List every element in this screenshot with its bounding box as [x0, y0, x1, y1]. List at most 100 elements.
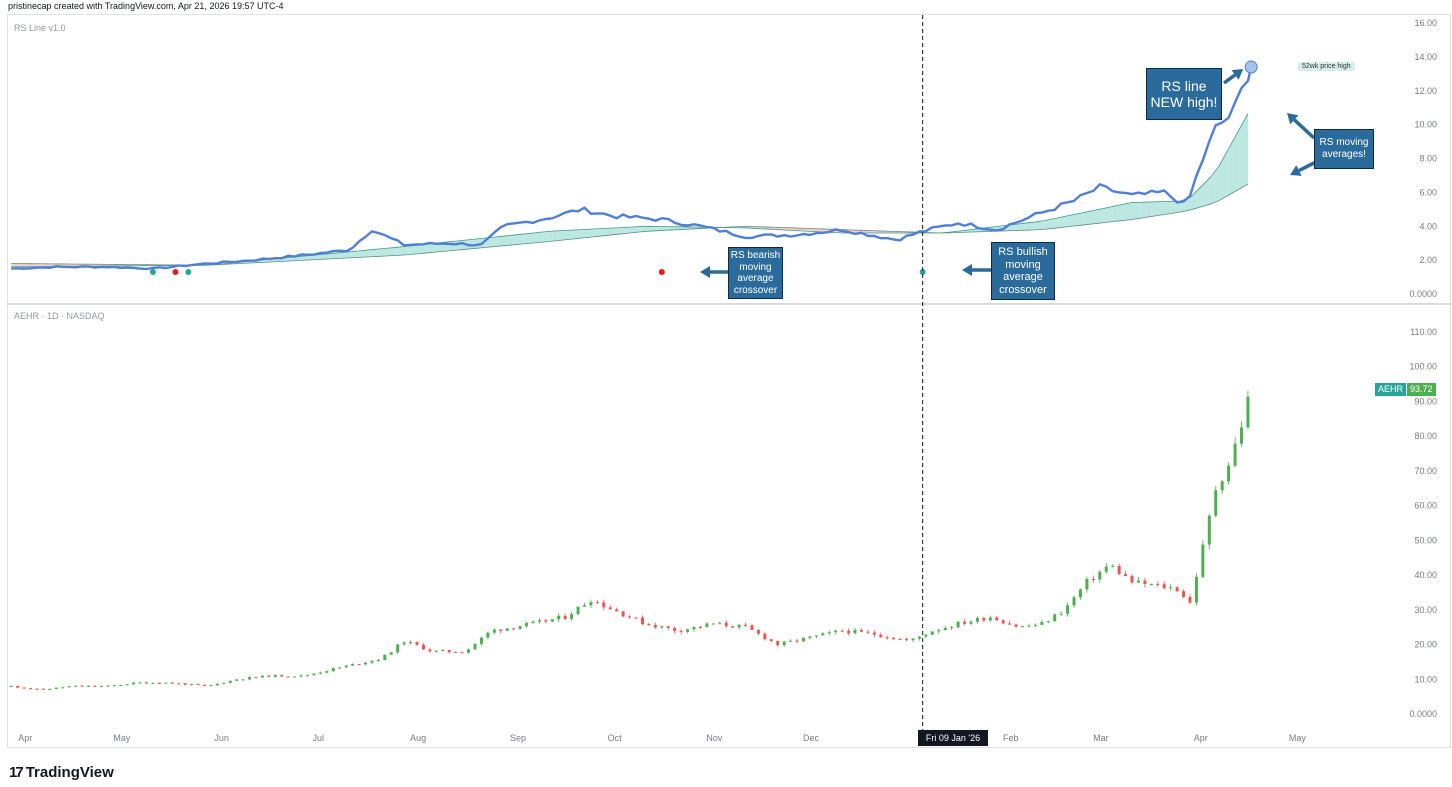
candle-body — [67, 686, 71, 688]
candle-body — [563, 615, 567, 619]
ma-band-segment — [648, 226, 659, 232]
chart-frame — [7, 14, 1451, 748]
candle-body — [363, 662, 367, 665]
candle-body — [988, 617, 992, 621]
rs-y-tick: 8.00 — [1419, 154, 1437, 164]
tradingview-wordmark: TradingView — [25, 764, 114, 781]
bearish-line-2: moving — [739, 261, 772, 273]
candle-body — [338, 667, 342, 669]
x-month-tick: Sep — [510, 733, 526, 743]
candle-body — [299, 675, 303, 677]
candle-body — [35, 688, 39, 690]
candle-body — [306, 675, 310, 677]
candle-body — [222, 683, 226, 685]
ma-band-segment — [581, 229, 591, 239]
candle-body — [409, 641, 413, 643]
candle-body — [859, 630, 863, 632]
candle-body — [602, 602, 606, 608]
candle-body — [1072, 597, 1076, 606]
candle-body — [267, 675, 271, 677]
candle-body — [763, 633, 767, 640]
price-badge-symbol: AEHR — [1375, 383, 1407, 396]
ma-band-segment — [967, 228, 978, 233]
candle-body — [1040, 622, 1044, 625]
price-pane-label: AEHR · 1D · NASDAQ — [14, 311, 105, 321]
candle-body — [331, 668, 335, 672]
bearish-line-4: crossover — [733, 284, 778, 296]
ma-band-segment — [1103, 206, 1113, 223]
ma-band-segment — [861, 230, 872, 234]
arrow-new-high-head — [1231, 69, 1244, 80]
rs-new-high-callout: RS line NEW high! — [1146, 68, 1222, 120]
rs-y-tick: 2.00 — [1419, 255, 1437, 265]
candle-body — [1214, 490, 1218, 516]
candle-body — [1111, 565, 1115, 567]
candle-body — [718, 622, 722, 624]
candle-body — [750, 625, 754, 630]
candle-body — [1175, 587, 1179, 592]
ma-band-segment — [658, 226, 669, 231]
candle-body — [74, 685, 78, 687]
rs-new-high-line-1: RS line — [1161, 78, 1207, 94]
candle-body — [795, 640, 799, 642]
candle-body — [679, 630, 683, 632]
candle-body — [273, 674, 277, 677]
arrow-bullish-head — [962, 264, 972, 276]
candle-body — [640, 617, 644, 625]
rs-ma-line-2: averages! — [1322, 148, 1366, 160]
ma-band-segment — [397, 246, 408, 256]
candle-body — [518, 626, 522, 629]
ma-band-segment — [552, 230, 562, 242]
candle-body — [248, 677, 252, 680]
x-month-tick: Apr — [1194, 733, 1208, 743]
price-y-tick: 110.00 — [1410, 327, 1437, 337]
ma-band-segment — [494, 236, 504, 247]
ma-band-segment — [629, 226, 640, 234]
candle-body — [1104, 566, 1108, 572]
candle-body — [183, 683, 187, 685]
price-y-tick: 0.0000 — [1409, 709, 1437, 719]
ma-band-segment — [417, 244, 427, 254]
candle-body — [293, 676, 297, 678]
candle-body — [1207, 515, 1211, 545]
attribution-header: pristinecap created with TradingView.com… — [8, 1, 284, 11]
bearish-crossover-dot — [172, 268, 179, 275]
candle-body — [29, 688, 33, 690]
candle-body — [41, 688, 45, 690]
candle-body — [872, 632, 876, 635]
candle-body — [351, 664, 355, 666]
candle-body — [1246, 396, 1250, 428]
ma-band-segment — [1141, 201, 1152, 218]
ma-band-segment — [1112, 204, 1123, 222]
ma-band-segment — [88, 264, 99, 267]
candle-body — [1162, 584, 1166, 589]
price-y-tick: 20.00 — [1414, 640, 1437, 650]
candle-body — [1220, 481, 1224, 491]
arrow-ma-lower-shaft — [1298, 160, 1317, 173]
candle-body — [441, 650, 445, 652]
candle-body — [744, 624, 748, 626]
bullish-line-3: average — [1003, 271, 1043, 284]
candle-body — [1014, 624, 1018, 627]
price-badge: AEHR 93.72 — [1375, 383, 1436, 396]
candle-body — [505, 628, 509, 631]
bearish-crossover-dot — [658, 268, 665, 275]
candle-body — [808, 636, 812, 638]
bearish-crossover-callout: RS bearish moving average crossover — [728, 247, 783, 299]
candle-body — [144, 682, 148, 684]
candle-body — [1149, 584, 1153, 586]
candle-body — [628, 616, 632, 618]
rs-moving-averages-callout: RS moving averages! — [1314, 129, 1374, 169]
ma-band-segment — [330, 252, 340, 259]
candle-body — [1156, 584, 1160, 586]
arrow-bearish-head — [700, 266, 710, 278]
candle-body — [312, 673, 316, 676]
x-month-tick: Nov — [706, 733, 723, 743]
ma-band-segment — [1054, 216, 1065, 229]
candle-body — [1240, 427, 1244, 444]
candle-body — [512, 628, 516, 630]
arrow-ma-lower — [1290, 160, 1317, 176]
rs-pane-label: RS Line v1.0 — [14, 23, 66, 33]
candle-body — [325, 671, 329, 673]
